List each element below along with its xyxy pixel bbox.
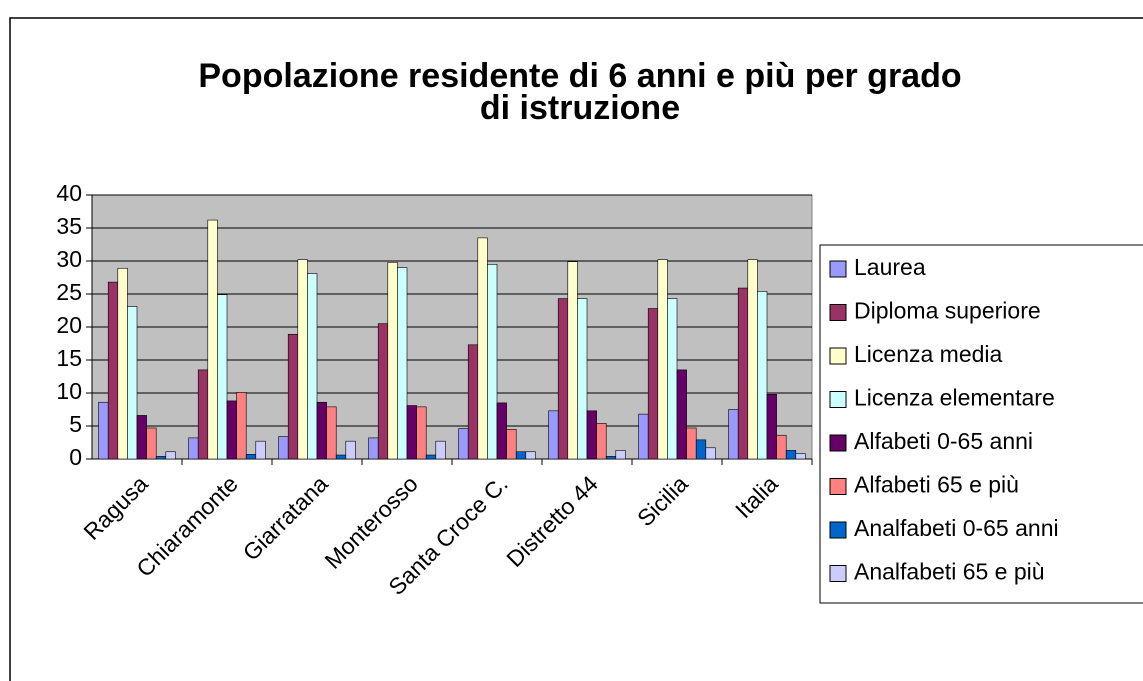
chart-title: Popolazione residente di 6 anni e più pe…	[198, 57, 961, 95]
bar	[435, 440, 446, 460]
bar	[737, 287, 749, 460]
bar	[345, 440, 356, 460]
bar	[335, 454, 347, 460]
bar	[596, 423, 607, 460]
bar	[387, 262, 398, 460]
bar	[107, 281, 119, 460]
y-tick-label: 25	[56, 279, 82, 305]
bar	[287, 333, 299, 460]
bar	[397, 267, 408, 460]
bar	[377, 323, 389, 460]
bar	[98, 401, 109, 460]
bar	[525, 451, 536, 460]
bar	[557, 298, 569, 460]
legend-label: Analfabeti 65 e più	[854, 559, 1045, 585]
legend-swatch	[829, 521, 847, 539]
bar	[307, 273, 318, 460]
bar	[567, 261, 578, 460]
legend-swatch	[829, 434, 847, 452]
bar	[458, 428, 469, 460]
bar	[638, 413, 649, 460]
bar	[757, 291, 768, 460]
bar	[695, 439, 707, 460]
bar	[188, 437, 199, 460]
bar	[667, 298, 678, 460]
bar	[515, 451, 527, 460]
bar	[316, 401, 327, 460]
bar	[487, 263, 498, 460]
bar	[278, 436, 289, 460]
y-tick-label: 30	[56, 246, 82, 272]
bar	[795, 453, 806, 460]
bar	[747, 259, 758, 460]
y-tick-label: 35	[56, 213, 82, 239]
bar	[776, 434, 787, 460]
bar	[705, 447, 716, 460]
legend-swatch	[829, 304, 847, 321]
bar	[117, 267, 128, 460]
y-tick-label: 40	[56, 180, 82, 206]
legend-label: Licenza elementare	[854, 385, 1055, 411]
bar	[326, 406, 337, 460]
bar	[548, 410, 559, 460]
bar	[297, 259, 308, 460]
bar	[425, 454, 437, 460]
bar	[615, 450, 626, 460]
y-tick-label: 5	[69, 411, 82, 437]
y-tick-label: 15	[56, 345, 82, 371]
bar	[165, 451, 176, 460]
y-tick-label: 0	[69, 444, 82, 470]
bar	[217, 294, 228, 460]
bar	[676, 369, 687, 460]
bar	[728, 409, 739, 460]
bar	[207, 219, 218, 460]
legend-box	[819, 244, 1143, 604]
bar	[245, 454, 257, 460]
bar	[236, 392, 247, 460]
bar	[406, 405, 417, 460]
y-tick-label: 20	[56, 312, 82, 338]
bar	[416, 406, 427, 460]
bar	[586, 410, 597, 460]
bar	[136, 415, 147, 460]
bar	[605, 456, 617, 460]
y-tick-label: 10	[56, 378, 82, 404]
legend-swatch	[829, 260, 847, 278]
legend-swatch	[829, 565, 847, 582]
bar	[647, 308, 659, 460]
bar	[226, 400, 237, 460]
bar	[577, 298, 588, 460]
bar	[467, 344, 479, 460]
legend-swatch	[829, 478, 847, 495]
legend-swatch	[829, 347, 847, 365]
legend-label: Analfabeti 0-65 anni	[854, 515, 1059, 541]
bar	[255, 440, 266, 460]
legend-swatch	[829, 391, 847, 408]
bar	[785, 450, 797, 460]
legend-label: Licenza media	[854, 341, 1003, 367]
bar	[146, 427, 157, 460]
legend-label: Alfabeti 65 e più	[854, 472, 1019, 498]
chart-title: di istruzione	[480, 89, 680, 127]
bar	[197, 369, 209, 460]
bar	[368, 437, 379, 460]
bar	[496, 402, 507, 460]
bar	[686, 427, 697, 460]
bar	[155, 456, 167, 460]
legend-label: Laurea	[854, 254, 926, 280]
legend-label: Diploma superiore	[854, 298, 1041, 324]
legend-label: Alfabeti 0-65 anni	[854, 428, 1033, 454]
bar	[506, 428, 517, 460]
bar	[477, 237, 488, 460]
bar	[766, 394, 777, 460]
bar	[127, 306, 138, 460]
bar	[657, 259, 668, 460]
